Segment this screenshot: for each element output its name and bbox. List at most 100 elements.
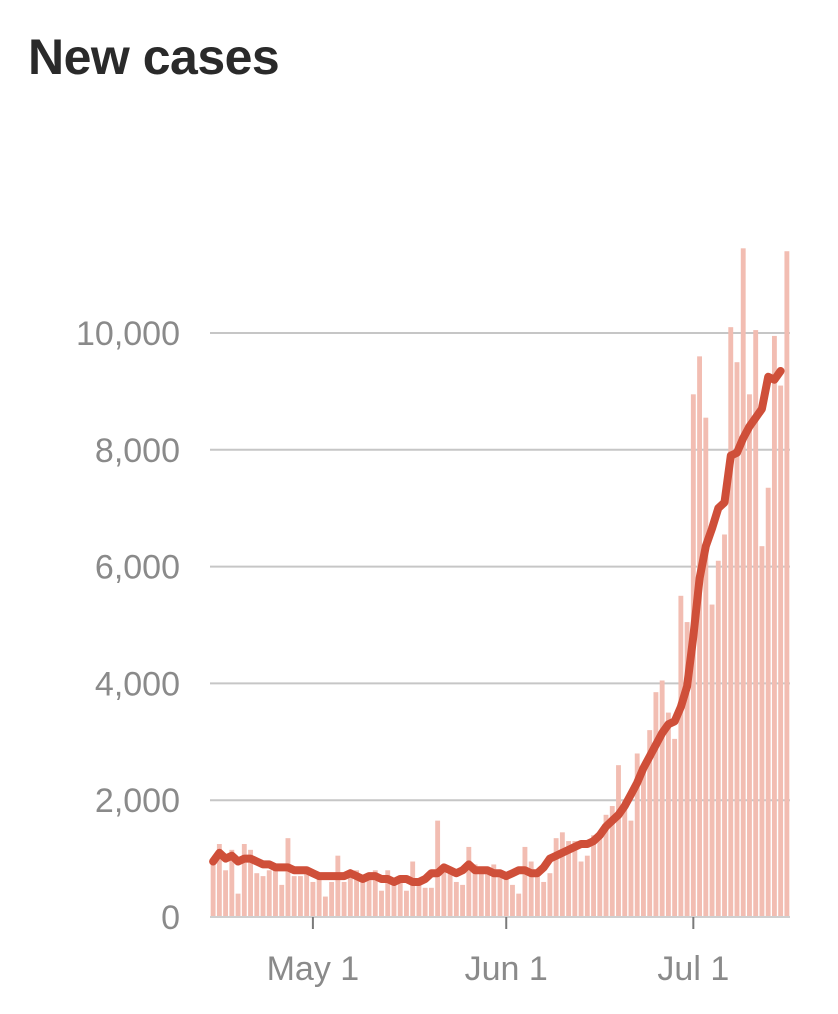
y-tick-label: 2,000 bbox=[95, 782, 180, 820]
daily-bar bbox=[422, 887, 428, 917]
daily-bar bbox=[210, 864, 216, 917]
daily-bar bbox=[709, 604, 715, 917]
daily-bar bbox=[297, 876, 303, 917]
daily-bar bbox=[609, 806, 615, 917]
daily-bar bbox=[541, 881, 547, 917]
daily-bar bbox=[584, 855, 590, 917]
daily-bar bbox=[360, 881, 366, 917]
daily-bar bbox=[659, 680, 665, 917]
daily-bar bbox=[366, 876, 372, 917]
daily-bar bbox=[404, 890, 409, 917]
daily-bar bbox=[316, 879, 322, 917]
daily-bar bbox=[379, 890, 384, 917]
daily-bar bbox=[534, 870, 540, 917]
daily-bar bbox=[653, 692, 659, 917]
daily-bar bbox=[478, 870, 484, 917]
daily-bar bbox=[591, 835, 596, 917]
daily-bar bbox=[472, 864, 478, 917]
daily-bar bbox=[441, 870, 447, 917]
daily-bar bbox=[410, 861, 416, 917]
daily-bar bbox=[753, 330, 759, 918]
y-axis-labels: 0 2,000 4,000 6,000 8,000 10,000 bbox=[76, 315, 180, 937]
x-tick-label: Jun 1 bbox=[465, 950, 548, 988]
daily-bar bbox=[678, 595, 684, 917]
daily-bar bbox=[572, 841, 578, 917]
daily-bar bbox=[503, 879, 509, 917]
daily-bar bbox=[516, 893, 522, 917]
daily-bar bbox=[778, 385, 784, 917]
daily-bar bbox=[397, 879, 403, 917]
daily-bar bbox=[416, 884, 422, 917]
daily-bar bbox=[522, 846, 528, 917]
daily-bar bbox=[285, 838, 291, 917]
daily-bar bbox=[453, 881, 459, 917]
daily-bar bbox=[229, 849, 235, 917]
daily-bar bbox=[354, 870, 359, 917]
daily-bar bbox=[266, 870, 272, 917]
daily-bars bbox=[210, 248, 790, 918]
y-tick-label: 10,000 bbox=[76, 315, 180, 353]
daily-bar bbox=[322, 896, 328, 917]
daily-bar bbox=[672, 738, 678, 917]
daily-bar bbox=[460, 884, 466, 917]
daily-bar bbox=[466, 846, 472, 917]
daily-bar bbox=[510, 884, 515, 917]
daily-bar bbox=[241, 844, 247, 917]
y-tick-label: 0 bbox=[161, 899, 180, 937]
daily-bar bbox=[347, 876, 353, 917]
daily-bar bbox=[559, 832, 565, 917]
daily-bar bbox=[684, 622, 690, 917]
daily-bar bbox=[734, 362, 740, 917]
daily-bar bbox=[628, 820, 634, 917]
daily-bar bbox=[622, 800, 628, 917]
average-line bbox=[209, 367, 785, 886]
daily-bar bbox=[372, 870, 378, 917]
daily-bar bbox=[603, 814, 609, 917]
daily-bar bbox=[385, 870, 391, 917]
daily-bar bbox=[641, 765, 646, 917]
daily-bar bbox=[497, 876, 503, 917]
daily-bar bbox=[647, 730, 653, 917]
daily-bar bbox=[248, 849, 253, 917]
daily-bar bbox=[578, 861, 584, 917]
y-tick-label: 8,000 bbox=[95, 432, 180, 470]
daily-bar bbox=[341, 881, 347, 917]
daily-bar bbox=[616, 765, 621, 917]
daily-bar bbox=[728, 327, 734, 917]
daily-bar bbox=[235, 893, 241, 917]
daily-bar bbox=[747, 394, 752, 917]
daily-bar bbox=[254, 873, 260, 917]
daily-bar bbox=[665, 712, 671, 917]
daily-bar bbox=[547, 873, 553, 917]
chart-title: New cases bbox=[28, 29, 280, 85]
daily-bar bbox=[765, 487, 771, 917]
daily-bar bbox=[722, 534, 727, 917]
daily-bar bbox=[428, 887, 434, 917]
daily-bar bbox=[553, 838, 559, 917]
daily-bar bbox=[703, 417, 709, 917]
daily-bar bbox=[273, 870, 278, 917]
daily-bar bbox=[223, 870, 229, 917]
daily-bar bbox=[260, 876, 266, 917]
average-line-path bbox=[209, 367, 785, 886]
daily-bar bbox=[291, 876, 297, 917]
daily-bar bbox=[697, 356, 703, 917]
daily-bar bbox=[447, 873, 453, 917]
daily-bar bbox=[329, 881, 335, 917]
daily-bar bbox=[279, 884, 285, 917]
daily-bar bbox=[216, 844, 222, 917]
daily-bar bbox=[759, 546, 765, 917]
daily-bar bbox=[335, 855, 341, 917]
daily-bar bbox=[784, 251, 790, 918]
y-tick-label: 6,000 bbox=[95, 549, 180, 587]
daily-bar bbox=[771, 335, 777, 917]
daily-bar bbox=[310, 881, 316, 917]
daily-bar bbox=[597, 838, 603, 917]
daily-bar bbox=[634, 753, 640, 917]
daily-bar bbox=[304, 873, 310, 917]
daily-bar bbox=[528, 861, 534, 917]
daily-bar bbox=[566, 841, 572, 917]
daily-bar bbox=[485, 870, 490, 917]
x-axis: May 1 Jun 1 Jul 1 bbox=[210, 916, 790, 988]
